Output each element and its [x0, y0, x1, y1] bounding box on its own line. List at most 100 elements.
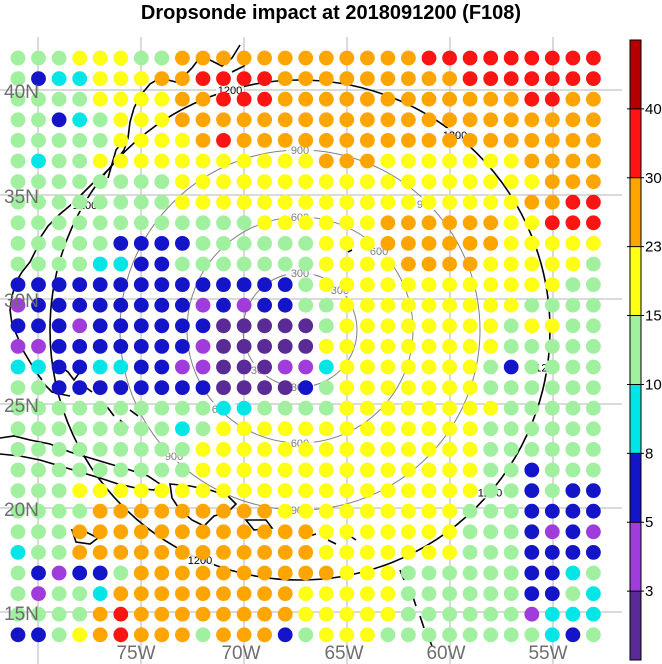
impact-dot — [544, 627, 560, 643]
impact-dot — [339, 153, 355, 169]
impact-dot — [10, 442, 26, 457]
impact-dot — [565, 297, 581, 313]
impact-dot — [236, 50, 252, 66]
impact-dot — [175, 400, 190, 416]
impact-dot — [133, 400, 149, 416]
impact-dot — [10, 50, 26, 66]
impact-dot — [442, 133, 457, 148]
impact-dot — [421, 112, 437, 128]
impact-dot — [380, 215, 396, 231]
impact-dot — [524, 545, 540, 560]
impact-dot — [565, 236, 581, 251]
impact-dot — [31, 503, 46, 519]
impact-dot — [524, 50, 540, 66]
impact-dot — [401, 483, 416, 498]
impact-dot — [586, 442, 601, 457]
impact-dot — [421, 297, 437, 313]
impact-dot — [442, 50, 457, 66]
impact-dot — [318, 194, 334, 210]
impact-dot — [277, 339, 293, 354]
impact-dot — [195, 174, 211, 190]
impact-dot — [360, 297, 375, 313]
impact-dot — [154, 339, 170, 354]
impact-dot — [442, 421, 457, 437]
impact-dot — [257, 503, 272, 519]
bahamas — [59, 365, 139, 429]
impact-dot — [216, 297, 231, 313]
impact-dot — [318, 462, 334, 478]
impact-dot — [236, 400, 252, 416]
impact-dot — [216, 400, 231, 416]
impact-dot — [421, 483, 437, 498]
impact-dot — [421, 71, 437, 86]
impact-dot — [236, 91, 252, 107]
impact-dot — [442, 462, 457, 478]
impact-dot — [442, 524, 457, 540]
impact-dot — [216, 442, 231, 457]
impact-dot — [380, 606, 396, 622]
impact-dot — [216, 586, 231, 601]
impact-dot — [442, 153, 457, 169]
colorbar-segment — [630, 522, 641, 592]
impact-dot — [257, 606, 272, 622]
impact-dot — [10, 256, 26, 272]
impact-dot — [565, 174, 581, 190]
impact-dot — [298, 503, 314, 519]
impact-dot — [442, 112, 457, 128]
impact-dot — [544, 339, 560, 354]
impact-dot — [10, 174, 26, 190]
impact-dot — [318, 256, 334, 272]
impact-dot — [10, 277, 26, 292]
impact-dot — [503, 400, 519, 416]
impact-dot — [401, 174, 416, 190]
impact-dot — [10, 545, 26, 560]
impact-dot — [257, 586, 272, 601]
impact-dot — [586, 50, 601, 66]
impact-dot — [421, 627, 437, 643]
impact-dot — [31, 339, 46, 354]
impact-dot — [565, 112, 581, 128]
impact-dot — [565, 545, 581, 560]
impact-dot — [503, 256, 519, 272]
impact-dot — [175, 442, 190, 457]
impact-dot — [318, 133, 334, 148]
impact-dot — [133, 339, 149, 354]
impact-dot — [257, 524, 272, 540]
impact-dot — [92, 174, 108, 190]
impact-dot — [565, 277, 581, 292]
impact-dot — [277, 442, 293, 457]
impact-dot — [318, 565, 334, 581]
impact-dot — [175, 462, 190, 478]
impact-dot — [421, 545, 437, 560]
impact-dot — [586, 545, 601, 560]
impact-dot — [51, 462, 67, 478]
impact-dot — [257, 462, 272, 478]
impact-dot — [154, 380, 170, 395]
impact-dot — [298, 91, 314, 107]
impact-dot — [277, 318, 293, 334]
impact-dot — [195, 380, 211, 395]
impact-dot — [401, 524, 416, 540]
impact-dot — [524, 174, 540, 190]
impact-dot — [92, 318, 108, 334]
latitude-label: 25N — [4, 396, 39, 417]
impact-dot — [401, 318, 416, 334]
impact-dot — [10, 91, 26, 107]
impact-dot — [298, 380, 314, 395]
impact-dot — [133, 256, 149, 272]
impact-dot — [277, 380, 293, 395]
impact-dot — [339, 565, 355, 581]
impact-dot — [401, 400, 416, 416]
impact-dot — [31, 236, 46, 251]
impact-dot — [524, 256, 540, 272]
impact-dot — [133, 91, 149, 107]
impact-dot — [318, 380, 334, 395]
impact-dot — [360, 627, 375, 643]
impact-dot — [92, 359, 108, 375]
puerto-rico — [244, 519, 274, 531]
impact-dot — [133, 442, 149, 457]
impact-dot — [462, 462, 478, 478]
impact-dot — [72, 297, 88, 313]
impact-dot — [72, 50, 88, 66]
impact-dot — [31, 462, 46, 478]
